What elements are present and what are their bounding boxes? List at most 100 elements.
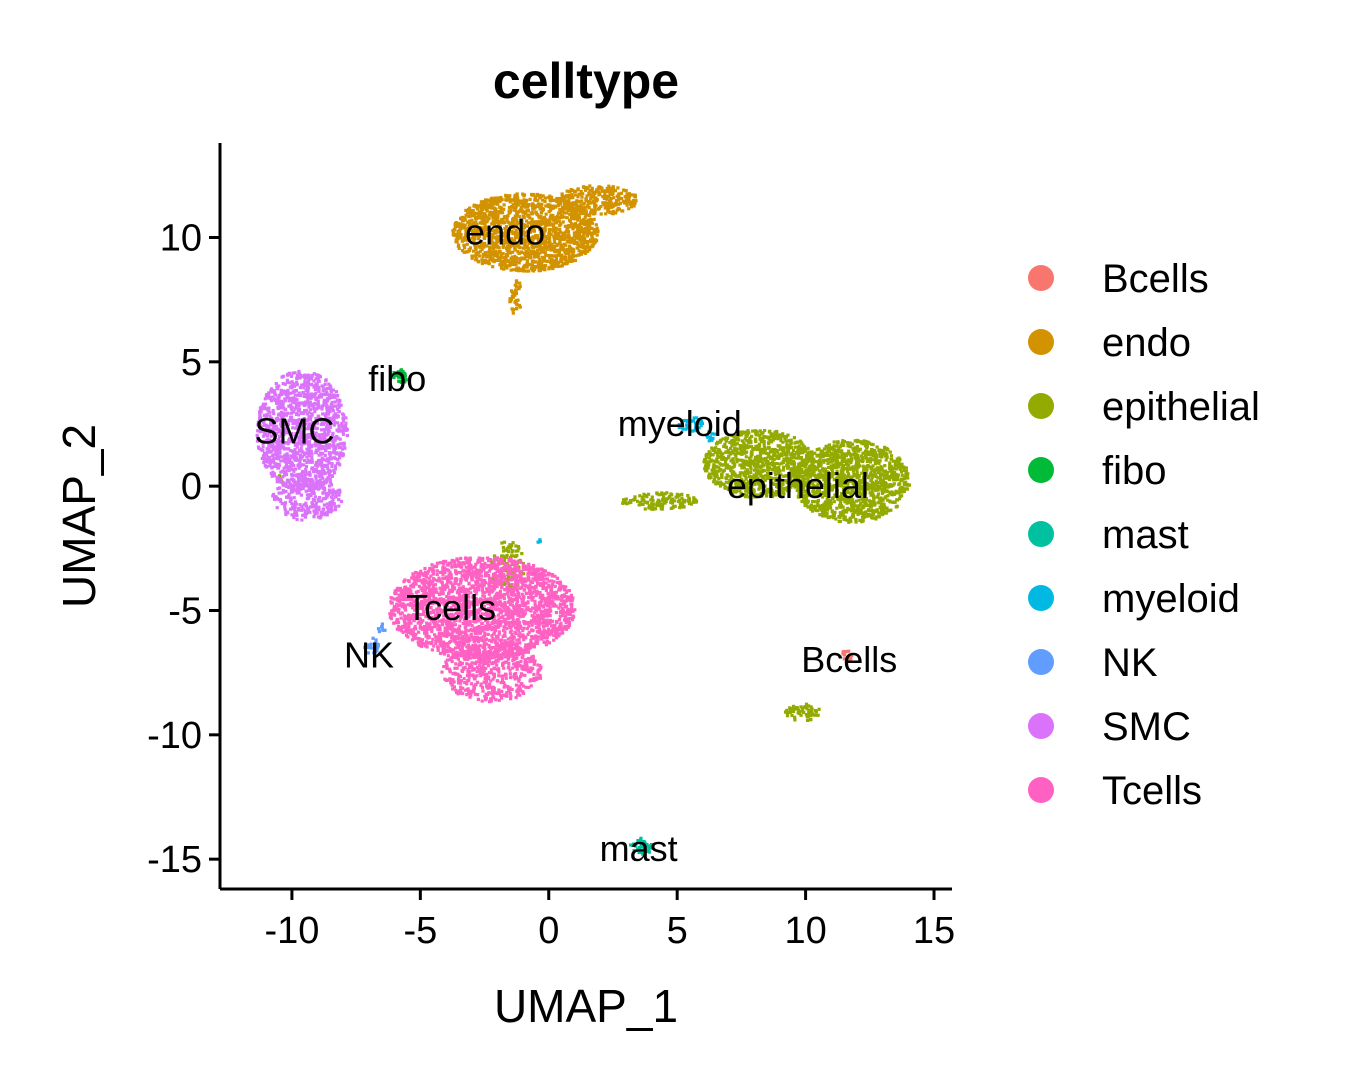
point: [591, 191, 595, 195]
point: [506, 196, 510, 200]
point: [366, 651, 370, 655]
point: [889, 469, 893, 473]
point: [682, 418, 687, 423]
point: [526, 224, 530, 228]
point: [477, 254, 482, 258]
point: [280, 399, 284, 403]
point: [516, 243, 520, 247]
point: [726, 448, 730, 452]
point: [574, 193, 578, 197]
point: [587, 228, 591, 232]
point: [651, 498, 655, 503]
point: [616, 195, 620, 199]
point: [587, 232, 591, 236]
point: [759, 436, 763, 440]
point: [579, 236, 583, 240]
point: [606, 188, 610, 192]
point: [663, 501, 667, 505]
point: [763, 469, 767, 473]
point: [571, 216, 575, 221]
point: [325, 463, 329, 467]
point: [497, 196, 501, 200]
point: [801, 471, 805, 475]
point: [582, 227, 586, 231]
point: [570, 207, 574, 211]
point: [867, 504, 871, 508]
point: [883, 496, 887, 500]
point: [277, 384, 281, 388]
point: [822, 478, 826, 482]
point: [878, 477, 882, 481]
point: [756, 446, 760, 450]
point: [776, 482, 780, 486]
point: [854, 446, 858, 450]
point: [269, 434, 273, 438]
point: [869, 505, 873, 509]
point: [731, 465, 735, 469]
point: [558, 211, 562, 215]
point: [456, 222, 460, 226]
point: [646, 492, 651, 496]
point: [813, 505, 817, 509]
point: [482, 217, 486, 221]
point: [851, 475, 855, 479]
point: [786, 474, 790, 478]
point: [275, 462, 279, 466]
point: [759, 464, 763, 468]
point: [516, 298, 520, 302]
point: [542, 266, 547, 270]
point: [879, 465, 883, 469]
point: [813, 713, 817, 717]
point: [541, 208, 545, 213]
point: [547, 242, 551, 246]
point: [761, 480, 765, 484]
point: [850, 504, 854, 508]
point: [884, 458, 888, 462]
point: [730, 458, 734, 462]
point: [513, 238, 517, 242]
point: [480, 201, 484, 205]
point: [749, 465, 753, 469]
point: [874, 517, 878, 521]
point: [570, 259, 574, 263]
point: [500, 541, 504, 545]
point: [884, 476, 888, 480]
point: [590, 226, 594, 230]
point: [476, 260, 481, 264]
point: [835, 459, 840, 463]
point: [757, 433, 761, 437]
point: [655, 492, 659, 496]
point: [307, 444, 311, 448]
point: [521, 192, 525, 196]
point: [887, 474, 891, 478]
point: [557, 219, 561, 223]
point: [810, 452, 814, 456]
point: [507, 206, 511, 210]
point: [763, 448, 767, 452]
point: [307, 440, 312, 444]
point: [380, 622, 384, 626]
point: [478, 214, 482, 218]
point: [707, 439, 711, 443]
point: [827, 502, 831, 506]
point: [560, 248, 565, 252]
point: [562, 235, 566, 239]
point: [812, 457, 816, 461]
point: [567, 233, 571, 237]
point: [503, 262, 507, 266]
point: [754, 495, 758, 499]
point: [627, 192, 632, 196]
point: [802, 710, 806, 715]
point: [839, 484, 844, 488]
point: [759, 431, 764, 435]
point: [832, 478, 836, 482]
point: [896, 477, 900, 482]
point: [584, 211, 588, 215]
point: [569, 216, 573, 220]
point: [801, 484, 806, 488]
point: [529, 249, 533, 253]
point: [820, 495, 824, 499]
point: [522, 572, 526, 576]
point: [622, 199, 626, 203]
point: [493, 200, 497, 204]
